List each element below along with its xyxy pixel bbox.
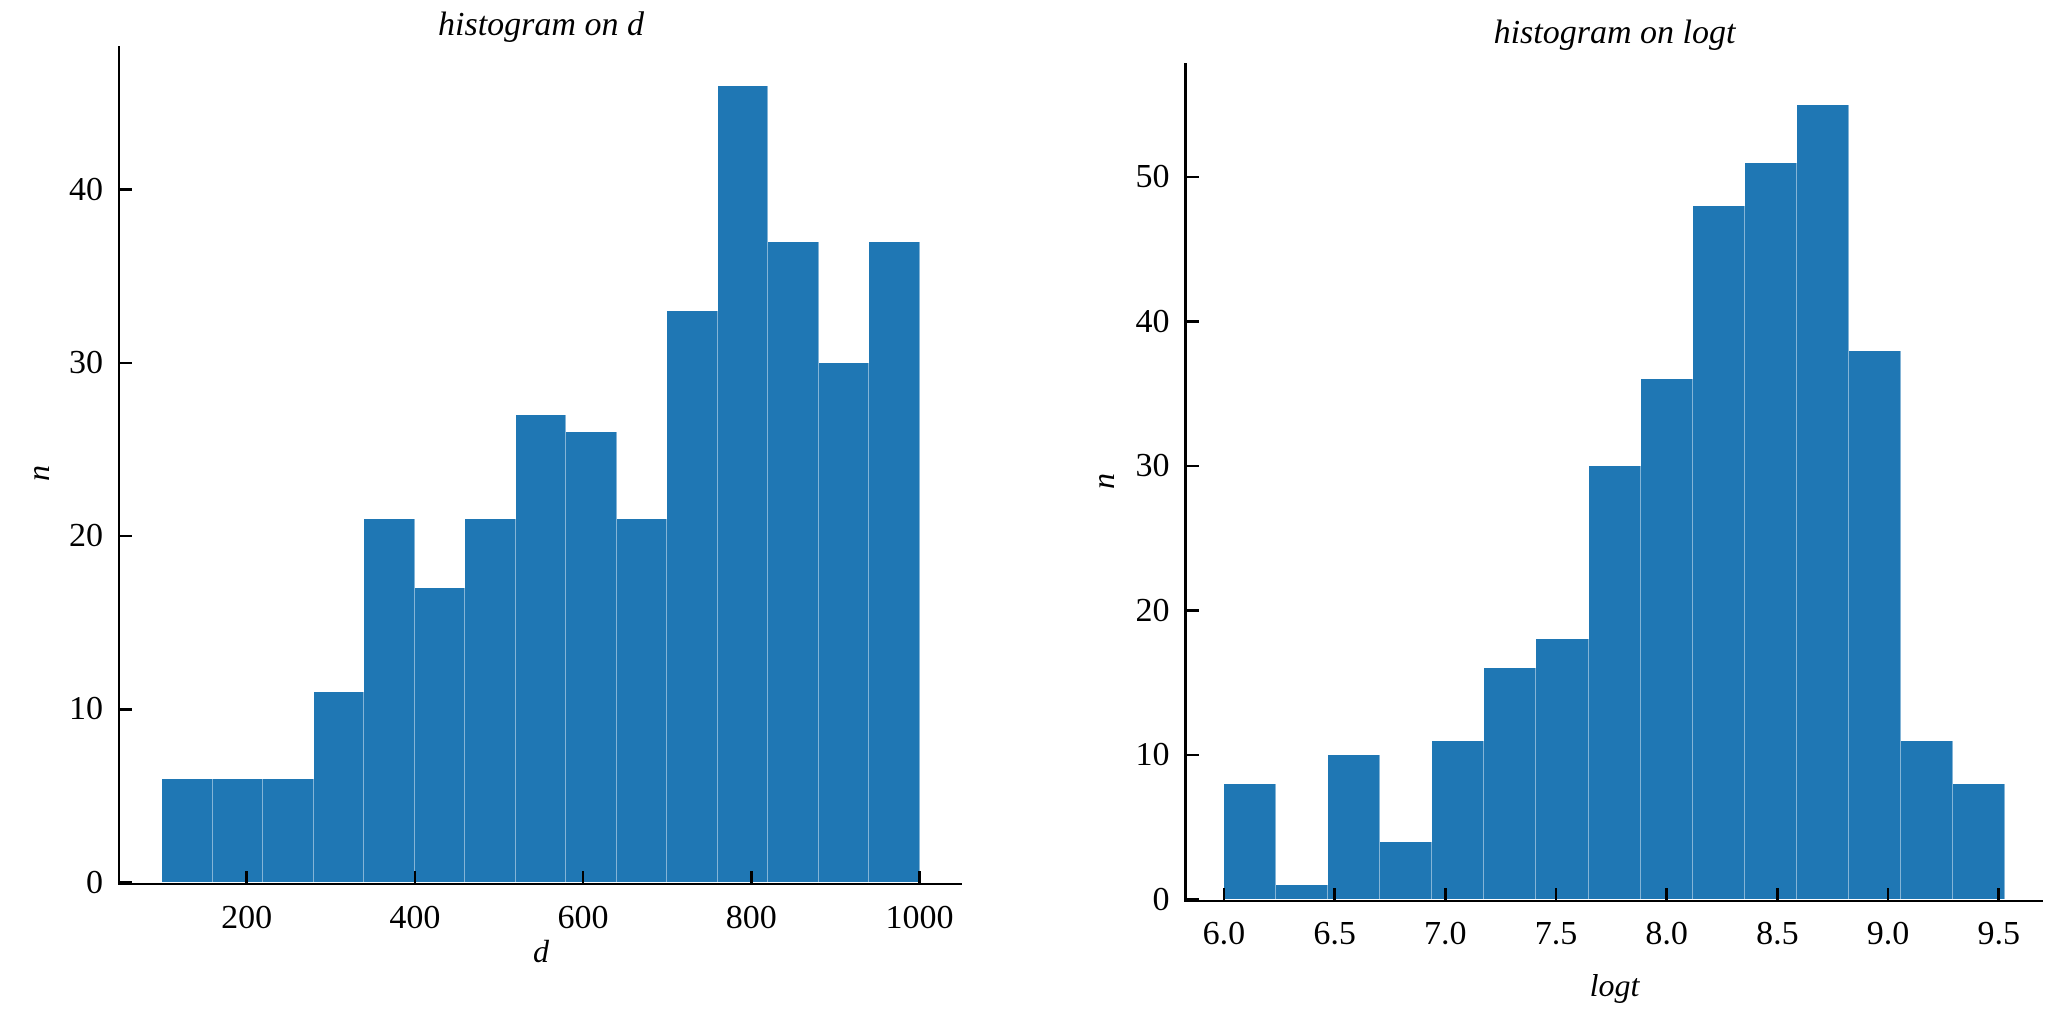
histogram-bar [818, 362, 870, 883]
histogram-bar [1588, 466, 1641, 900]
y-tick-label: 10 [1135, 736, 1170, 774]
y-tick [120, 188, 132, 191]
histogram-bar [162, 778, 213, 883]
histogram-bar [616, 518, 668, 883]
y-tick-label: 20 [69, 517, 103, 555]
histogram-bar [1640, 379, 1693, 900]
x-tick-label: 8.5 [1756, 915, 1799, 952]
histogram-bar [465, 518, 516, 883]
x-tick-label: 400 [389, 899, 441, 936]
histogram-bar [1223, 783, 1276, 900]
histogram-bar [313, 691, 365, 883]
x-tick [1444, 887, 1447, 900]
x-tick [918, 870, 921, 883]
x-tick-label: 6.5 [1313, 915, 1356, 952]
y-tick-label: 10 [69, 690, 103, 728]
histogram-bar [1484, 668, 1537, 900]
histogram-bar [515, 414, 567, 883]
x-axis-spine [117, 882, 962, 885]
y-tick [1186, 609, 1199, 612]
y-tick [1186, 464, 1199, 468]
histogram-bar [1692, 206, 1745, 900]
y-tick [1186, 175, 1199, 179]
x-tick-label: 6.0 [1202, 915, 1246, 952]
x-tick-label: 9.0 [1866, 915, 1910, 952]
y-tick-label: 0 [1152, 880, 1170, 918]
y-tick-label: 20 [1135, 591, 1170, 629]
x-axis-spine [1184, 899, 2043, 902]
histogram-bar [212, 778, 264, 883]
y-tick-label: 30 [69, 343, 103, 381]
x-tick-label: 600 [557, 899, 609, 936]
histogram-bar [768, 241, 819, 883]
x-tick [1554, 887, 1558, 900]
histogram-bar [364, 518, 415, 883]
x-tick-label: 7.0 [1424, 915, 1467, 952]
x-tick-label: 1000 [885, 899, 954, 936]
y-tick [120, 881, 132, 884]
y-tick [120, 708, 132, 711]
x-tick-label: 200 [221, 899, 273, 936]
x-tick [413, 870, 417, 883]
x-tick [1333, 887, 1336, 900]
y-tick-label: 40 [1135, 302, 1170, 340]
x-tick-label: 8.0 [1645, 915, 1688, 952]
x-tick [750, 870, 753, 883]
histogram-bar [717, 85, 769, 883]
chart-title: histogram on logt [1493, 14, 1736, 51]
y-tick [1186, 898, 1199, 901]
x-tick-label: 9.5 [1977, 915, 2020, 952]
histogram-bar [414, 588, 466, 883]
y-tick-label: 0 [86, 863, 103, 901]
x-tick-label: 7.5 [1534, 915, 1578, 952]
x-tick [1886, 887, 1890, 900]
histogram-bar [1953, 783, 2006, 900]
chart-title: histogram on d [438, 6, 644, 43]
histogram-bar [1744, 162, 1797, 900]
histogram-bar [263, 778, 314, 883]
histogram-bar [1328, 755, 1381, 900]
x-tick [581, 870, 585, 883]
histogram-bar [1380, 841, 1433, 900]
y-axis-spine [117, 46, 120, 885]
y-tick-label: 40 [69, 170, 103, 208]
x-tick [245, 870, 248, 883]
y-tick [1186, 753, 1199, 757]
histogram-bar [869, 241, 920, 883]
x-tick [1665, 887, 1668, 900]
x-axis-label: logt [1589, 967, 1640, 1003]
y-axis-label: n [20, 465, 56, 481]
x-tick [1997, 887, 2000, 900]
histogram-bar [1849, 350, 1902, 900]
y-tick [120, 534, 132, 538]
histogram-bar [1796, 104, 1850, 900]
histogram-bar [667, 310, 718, 883]
histogram-bar [1432, 740, 1485, 900]
y-tick-label: 30 [1135, 447, 1170, 485]
x-tick [1222, 887, 1226, 900]
histogram-bar [1536, 639, 1589, 900]
y-tick [120, 361, 132, 365]
histogram-bar [1275, 885, 1329, 900]
x-tick-label: 800 [725, 899, 777, 936]
y-axis-spine [1184, 63, 1187, 902]
histogram-bar [566, 432, 617, 883]
x-axis-label: d [533, 933, 549, 969]
y-tick [1186, 320, 1199, 323]
y-tick-label: 50 [1135, 158, 1170, 196]
x-tick [1776, 887, 1779, 900]
histogram-bar [1901, 740, 1954, 900]
